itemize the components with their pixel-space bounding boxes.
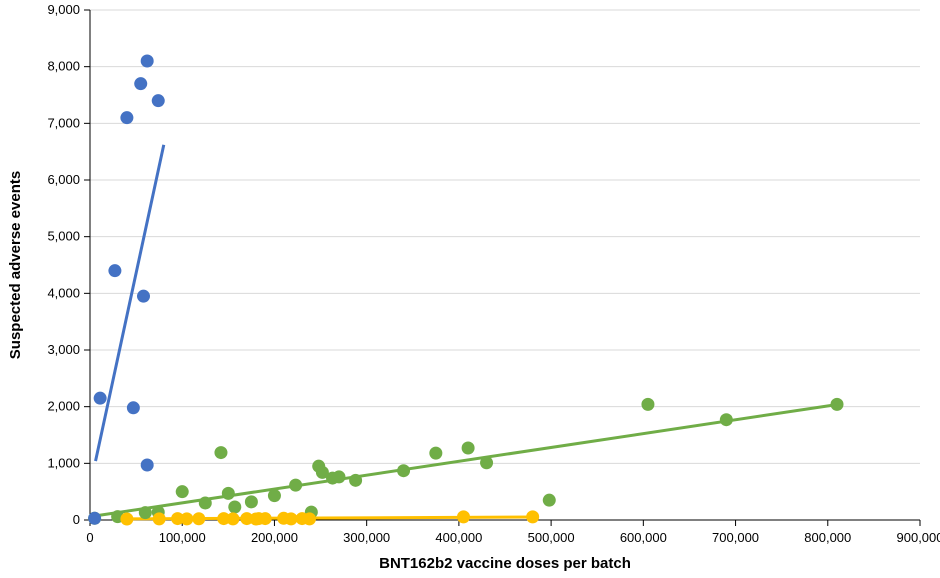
- data-point-green: [397, 464, 410, 477]
- y-tick-label: 9,000: [47, 2, 80, 17]
- data-point-yellow: [192, 512, 205, 525]
- data-point-green: [289, 479, 302, 492]
- y-tick-label: 6,000: [47, 172, 80, 187]
- y-tick-label: 2,000: [47, 399, 80, 414]
- y-tick-label: 3,000: [47, 342, 80, 357]
- x-tick-label: 900,000: [897, 530, 940, 545]
- data-point-green: [139, 506, 152, 519]
- data-point-blue: [141, 459, 154, 472]
- y-tick-label: 1,000: [47, 455, 80, 470]
- data-point-green: [349, 474, 362, 487]
- data-point-green: [214, 446, 227, 459]
- scatter-chart: 0 1,000 2,000 3,000 4,000 5,000 6,000 7,000 8,00…: [0, 0, 940, 578]
- y-axis-title: Suspected adverse events: [7, 171, 24, 359]
- data-point-yellow: [303, 512, 316, 525]
- data-point-blue: [141, 55, 154, 68]
- data-point-green: [543, 494, 556, 507]
- data-point-green: [720, 413, 733, 426]
- data-point-green: [228, 500, 241, 513]
- data-point-yellow: [153, 512, 166, 525]
- data-point-green: [333, 470, 346, 483]
- x-axis-title: BNT162b2 vaccine doses per batch: [379, 555, 631, 572]
- data-point-green: [641, 398, 654, 411]
- chart-container: 0 1,000 2,000 3,000 4,000 5,000 6,000 7,000 8,00…: [0, 0, 940, 578]
- data-point-green: [480, 456, 493, 469]
- data-point-yellow: [285, 512, 298, 525]
- data-point-blue: [127, 401, 140, 414]
- data-point-blue: [152, 94, 165, 107]
- data-point-blue: [94, 392, 107, 405]
- data-point-yellow: [180, 512, 193, 525]
- y-tick-label: 4,000: [47, 285, 80, 300]
- y-tick-label: 7,000: [47, 115, 80, 130]
- data-point-green: [222, 487, 235, 500]
- data-point-yellow: [457, 510, 470, 523]
- x-tick-label: 300,000: [343, 530, 390, 545]
- y-tick-label: 5,000: [47, 229, 80, 244]
- data-point-blue: [137, 290, 150, 303]
- data-point-blue: [134, 77, 147, 90]
- data-point-green: [199, 497, 212, 510]
- data-point-green: [831, 398, 844, 411]
- x-tick-label: 800,000: [804, 530, 851, 545]
- x-tick-label: 100,000: [159, 530, 206, 545]
- x-tick-label: 600,000: [620, 530, 667, 545]
- data-point-green: [245, 495, 258, 508]
- data-point-green: [429, 447, 442, 460]
- data-point-yellow: [259, 512, 272, 525]
- x-tick-label: 200,000: [251, 530, 298, 545]
- data-point-yellow: [526, 510, 539, 523]
- x-tick-label: 0: [86, 530, 93, 545]
- data-point-blue: [120, 111, 133, 124]
- data-point-green: [176, 485, 189, 498]
- data-point-green: [462, 442, 475, 455]
- y-tick-label: 0: [73, 512, 80, 527]
- x-tick-label: 500,000: [528, 530, 575, 545]
- data-point-blue: [88, 512, 101, 525]
- x-tick-label: 700,000: [712, 530, 759, 545]
- x-tick-label: 400,000: [435, 530, 482, 545]
- data-point-yellow: [120, 512, 133, 525]
- data-point-yellow: [226, 512, 239, 525]
- data-point-green: [268, 489, 281, 502]
- data-point-blue: [108, 264, 121, 277]
- y-tick-label: 8,000: [47, 59, 80, 74]
